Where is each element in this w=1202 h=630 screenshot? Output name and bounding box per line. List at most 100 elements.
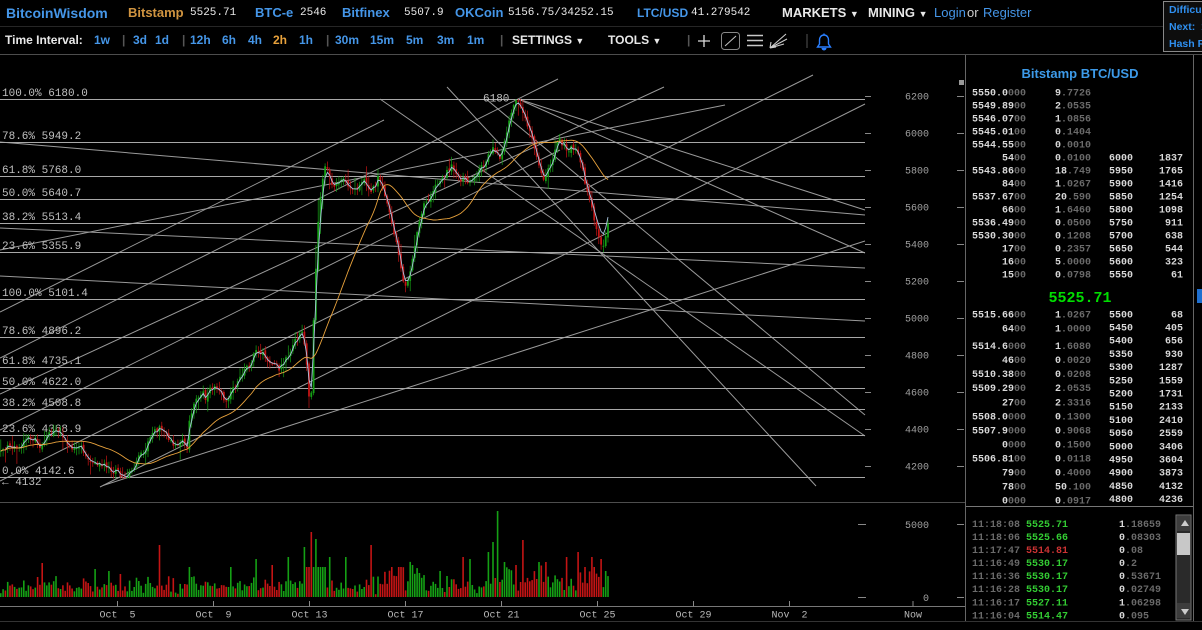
svg-text:50.0% 5640.7: 50.0% 5640.7 [2,188,81,200]
svg-text:4800: 4800 [1109,495,1133,506]
svg-text:50.100: 50.100 [1055,483,1091,494]
svg-text:5.0000: 5.0000 [1055,258,1091,269]
svg-text:0.2357: 0.2357 [1055,245,1091,256]
svg-text:5600: 5600 [1109,258,1133,269]
svg-text:0.095: 0.095 [1119,611,1149,622]
svg-text:5525.66: 5525.66 [1026,533,1068,544]
svg-text:5545.0100: 5545.0100 [972,128,1026,139]
svg-text:6600: 6600 [1002,206,1026,217]
svg-text:5525.71: 5525.71 [1026,520,1068,531]
svg-text:5530.17: 5530.17 [1026,572,1068,583]
svg-text:1.6460: 1.6460 [1055,206,1091,217]
svg-text:1.06298: 1.06298 [1119,598,1161,609]
svg-text:Oct 25: Oct 25 [579,611,615,622]
svg-text:61.8% 4735.1: 61.8% 4735.1 [2,356,82,368]
svg-text:1416: 1416 [1159,180,1183,191]
svg-text:78.6% 4896.2: 78.6% 4896.2 [2,326,81,338]
svg-text:1.6080: 1.6080 [1055,342,1091,353]
svg-text:Oct 29: Oct 29 [675,611,711,622]
svg-text:0.08: 0.08 [1119,546,1143,557]
svg-text:1.0856: 1.0856 [1055,115,1091,126]
svg-text:5549.8900: 5549.8900 [972,102,1026,113]
svg-text:0000: 0000 [1002,497,1026,508]
svg-text:38.2% 4508.8: 38.2% 4508.8 [2,398,81,410]
svg-text:6000: 6000 [1109,154,1133,165]
svg-text:638: 638 [1165,232,1183,243]
svg-text:1731: 1731 [1159,390,1183,401]
svg-text:5514.47: 5514.47 [1026,611,1068,622]
svg-text:1765: 1765 [1159,167,1183,178]
svg-text:0.02749: 0.02749 [1119,585,1161,596]
svg-text:2.0535: 2.0535 [1055,384,1091,395]
svg-text:1.0000: 1.0000 [1055,325,1091,336]
svg-text:11:16:36: 11:16:36 [972,572,1020,583]
svg-text:5515.6600: 5515.6600 [972,311,1026,322]
svg-text:5000: 5000 [1109,442,1133,453]
svg-text:5100: 5100 [1109,416,1133,427]
svg-text:0.9068: 0.9068 [1055,426,1091,437]
svg-text:2.3316: 2.3316 [1055,398,1091,409]
svg-text:6400: 6400 [1002,325,1026,336]
svg-text:4850: 4850 [1109,482,1133,493]
svg-text:5450: 5450 [1109,324,1133,335]
svg-text:8400: 8400 [1002,180,1026,191]
svg-text:3873: 3873 [1159,469,1183,480]
svg-text:0.0010: 0.0010 [1055,141,1091,152]
svg-text:5850: 5850 [1109,193,1133,204]
svg-text:5200: 5200 [1109,390,1133,401]
svg-text:0.2: 0.2 [1119,559,1137,570]
svg-text:Bitstamp BTC/USD: Bitstamp BTC/USD [1021,66,1138,81]
svg-text:544: 544 [1165,245,1183,256]
svg-text:Oct 21: Oct 21 [483,611,519,622]
svg-text:11:16:04: 11:16:04 [972,611,1020,622]
svg-text:← 4132: ← 4132 [2,477,42,489]
svg-text:1837: 1837 [1159,154,1183,165]
svg-text:100.0% 6180.0: 100.0% 6180.0 [2,88,88,100]
svg-text:5536.4900: 5536.4900 [972,219,1026,230]
svg-text:3604: 3604 [1159,456,1183,467]
svg-text:0.0020: 0.0020 [1055,356,1091,367]
svg-text:5750: 5750 [1109,219,1133,230]
svg-text:Nov 2: Nov 2 [771,611,807,622]
svg-text:0.1208: 0.1208 [1055,232,1091,243]
svg-text:5510.3800: 5510.3800 [972,370,1026,381]
svg-text:5550.0000: 5550.0000 [972,89,1026,100]
svg-text:23.6% 5355.9: 23.6% 5355.9 [2,241,81,253]
svg-text:4600: 4600 [1002,356,1026,367]
svg-text:2133: 2133 [1159,403,1183,414]
svg-text:5000: 5000 [905,521,929,532]
svg-text:0.0208: 0.0208 [1055,370,1091,381]
svg-text:61: 61 [1171,271,1183,282]
svg-text:5000: 5000 [905,315,929,326]
svg-text:5514.6000: 5514.6000 [972,342,1026,353]
svg-text:0.1300: 0.1300 [1055,412,1091,423]
svg-text:6200: 6200 [905,93,929,104]
svg-text:5530.17: 5530.17 [1026,559,1068,570]
svg-text:5800: 5800 [905,167,929,178]
svg-text:0.4000: 0.4000 [1055,469,1091,480]
svg-text:4900: 4900 [1109,469,1133,480]
svg-text:0.0100: 0.0100 [1055,154,1091,165]
svg-text:23.6% 4368.9: 23.6% 4368.9 [2,424,81,436]
svg-text:1.0267: 1.0267 [1055,311,1091,322]
svg-text:7900: 7900 [1002,469,1026,480]
svg-text:0000: 0000 [1002,441,1026,452]
svg-text:5700: 5700 [1109,232,1133,243]
svg-text:7800: 7800 [1002,483,1026,494]
svg-text:4600: 4600 [905,389,929,400]
svg-text:Oct 5: Oct 5 [99,611,135,622]
svg-text:11:16:49: 11:16:49 [972,559,1020,570]
svg-text:1287: 1287 [1159,363,1183,374]
svg-text:68: 68 [1171,310,1183,321]
svg-text:4950: 4950 [1109,456,1133,467]
svg-text:6180 →: 6180 → [483,94,523,106]
svg-text:11:18:06: 11:18:06 [972,533,1020,544]
svg-text:5543.8600: 5543.8600 [972,167,1026,178]
svg-text:0.1500: 0.1500 [1055,441,1091,452]
svg-text:78.6% 5949.2: 78.6% 5949.2 [2,131,81,143]
svg-text:1.0267: 1.0267 [1055,180,1091,191]
svg-text:1500: 1500 [1002,271,1026,282]
svg-text:9.7726: 9.7726 [1055,89,1091,100]
svg-text:Oct 9: Oct 9 [195,611,231,622]
svg-text:11:16:28: 11:16:28 [972,585,1020,596]
